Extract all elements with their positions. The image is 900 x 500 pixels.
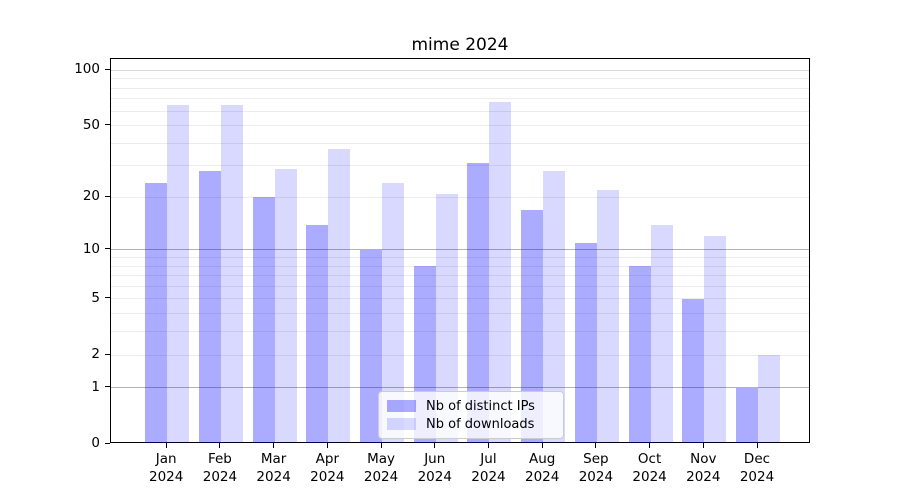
y-tick-label-5: 5 (91, 289, 100, 306)
bar-ips-may (360, 249, 383, 443)
bar-downloads-nov (704, 236, 727, 443)
bar-ips-apr (306, 224, 329, 443)
y-tick-label-20: 20 (82, 188, 100, 205)
y-tick-label-1: 1 (91, 378, 100, 395)
gridline-8 (111, 266, 809, 267)
y-tick-label-50: 50 (82, 116, 100, 133)
x-tick-label-mar: Mar 2024 (256, 451, 291, 485)
gridline-1 (111, 387, 809, 388)
legend-item-downloads: Nb of downloads (387, 417, 555, 432)
legend-label-downloads: Nb of downloads (426, 416, 535, 432)
bar-downloads-apr (328, 149, 351, 443)
y-tick-label-0: 0 (91, 435, 100, 451)
bar-downloads-dec (758, 355, 780, 443)
x-tick-jan (166, 443, 167, 448)
bar-ips-nov (682, 298, 705, 443)
bar-ips-dec (736, 387, 758, 443)
y-tick-2 (105, 354, 110, 355)
x-tick-label-jun: Jun 2024 (417, 451, 452, 485)
plot-area (110, 58, 810, 443)
legend-swatch-distinct-ips (387, 400, 416, 412)
gridline-40 (111, 143, 809, 144)
x-tick-jun (434, 443, 435, 448)
gridline-90 (111, 78, 809, 79)
x-tick-label-jul: Jul 2024 (471, 451, 506, 485)
gridline-5 (111, 298, 809, 299)
gridline-9 (111, 257, 809, 258)
y-tick-5 (105, 297, 110, 298)
x-tick-aug (542, 443, 543, 448)
bar-ips-aug (521, 209, 544, 443)
x-tick-label-nov: Nov 2024 (686, 451, 721, 485)
y-tick-100 (105, 69, 110, 70)
bar-downloads-oct (650, 224, 673, 443)
legend: Nb of distinct IPs Nb of downloads (378, 391, 564, 439)
chart-title: mime 2024 (411, 35, 509, 55)
x-tick-sep (595, 443, 596, 448)
gridline-70 (111, 98, 809, 99)
y-tick-label-2: 2 (91, 346, 100, 363)
gridline-80 (111, 88, 809, 89)
x-tick-label-dec: Dec 2024 (739, 451, 775, 485)
bar-downloads-sep (596, 190, 619, 443)
gridline-6 (111, 286, 809, 287)
gridline-7 (111, 275, 809, 276)
y-tick-20 (105, 196, 110, 197)
x-tick-may (381, 443, 382, 448)
y-tick-50 (105, 124, 110, 125)
bar-ips-mar (252, 197, 275, 443)
bar-ips-feb (198, 171, 221, 443)
y-tick-10 (105, 248, 110, 249)
bar-downloads-aug (543, 171, 566, 443)
gridline-10 (111, 249, 809, 250)
bar-ips-sep (574, 242, 597, 443)
bar-ips-oct (628, 266, 651, 443)
x-tick-label-jan: Jan 2024 (149, 451, 184, 485)
gridline-2 (111, 355, 809, 356)
gridline-60 (111, 111, 809, 112)
x-tick-mar (273, 443, 274, 448)
x-tick-label-may: May 2024 (363, 451, 399, 485)
y-tick-label-10: 10 (82, 240, 100, 257)
bar-downloads-mar (274, 168, 297, 443)
y-tick-1 (105, 386, 110, 387)
bar-downloads-may (382, 183, 405, 443)
x-tick-label-feb: Feb 2024 (202, 451, 238, 485)
x-tick-dec (757, 443, 758, 448)
bar-downloads-jan (167, 104, 190, 443)
x-tick-oct (649, 443, 650, 448)
legend-swatch-downloads (387, 418, 416, 430)
x-tick-jul (488, 443, 489, 448)
gridline-50 (111, 125, 809, 126)
legend-label-distinct-ips: Nb of distinct IPs (426, 398, 535, 414)
x-tick-feb (219, 443, 220, 448)
x-tick-apr (327, 443, 328, 448)
bar-downloads-feb (220, 104, 243, 443)
bar-downloads-jun (435, 193, 458, 443)
x-tick-nov (703, 443, 704, 448)
x-tick-label-aug: Aug 2024 (524, 451, 560, 485)
bar-ips-jan (145, 183, 168, 443)
x-tick-label-oct: Oct 2024 (632, 451, 667, 485)
bar-downloads-jul (489, 102, 512, 443)
x-tick-label-sep: Sep 2024 (578, 451, 614, 485)
y-tick-label-100: 100 (74, 61, 100, 78)
gridline-100 (111, 70, 809, 71)
x-tick-label-apr: Apr 2024 (310, 451, 345, 485)
legend-item-distinct-ips: Nb of distinct IPs (387, 399, 555, 414)
gridline-4 (111, 313, 809, 314)
gridline-20 (111, 197, 809, 198)
bar-ips-jul (467, 163, 490, 443)
y-tick-0 (105, 443, 110, 444)
gridline-30 (111, 165, 809, 166)
gridline-3 (111, 331, 809, 332)
